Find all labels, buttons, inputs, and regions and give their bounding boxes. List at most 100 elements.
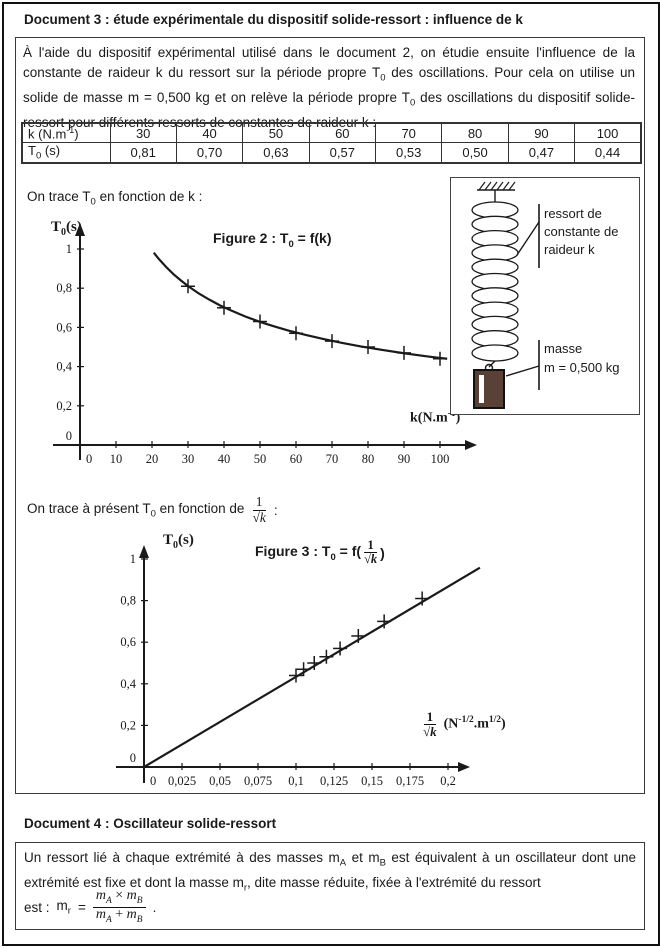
ceiling-hatch	[478, 181, 486, 191]
figure3-chart: 0 0,025 0,05 0,075 0,1 0,125 0,15 0,175 0,2 0 0,2 0…	[116, 545, 481, 788]
caption-text: On trace T	[27, 189, 91, 204]
figure2-chart: 0 10 20 30 40 50 60 70 80 90 100 0 0,2 0,4 0,6 0,8 1	[53, 223, 477, 466]
fraction-1-over-sqrtk: 1 √k	[249, 495, 268, 525]
formula-sub: r	[67, 905, 71, 917]
ressort-callout-line	[516, 221, 540, 256]
table-cell: 40	[175, 122, 244, 143]
fraction-denominator: √k	[252, 509, 266, 525]
mass-highlight	[479, 375, 484, 403]
spring-coil	[471, 287, 519, 305]
header-sub: 0	[35, 150, 42, 162]
table-cell: 0,81	[109, 141, 177, 164]
formula-sub: A	[105, 895, 112, 906]
table-cell: 80	[441, 122, 509, 143]
figure3-xlabel: 1 √k (N-1/2.m1/2)	[420, 710, 506, 738]
fraction-1-over-sqrtk: 1 √k	[420, 710, 440, 738]
ceiling-hatch	[496, 181, 504, 191]
formula-lhs: mr	[57, 898, 71, 917]
title-text: Figure 3 : T	[255, 542, 331, 559]
spring-coil	[471, 229, 519, 248]
x-tick-label: 30	[182, 452, 195, 466]
formula-sub: B	[136, 914, 143, 925]
label-line: masse	[544, 341, 583, 356]
x-tick-label: 60	[290, 452, 303, 466]
fraction-numerator: 1	[252, 495, 266, 511]
ylabel-text: (s)	[178, 532, 194, 548]
doc4-paragraph: Un ressort lié à chaque extrémité à des …	[24, 848, 636, 898]
ylabel-text: (s)	[66, 219, 82, 235]
spring-label-ressort: ressort de constante de raideur k	[544, 205, 618, 259]
title-text: = f(k)	[293, 230, 332, 246]
doc4-title-text: Document 4 : Oscillateur solide-ressort	[24, 816, 277, 831]
caption-text: On trace à présent T	[27, 500, 151, 516]
spring-coil	[471, 258, 519, 276]
doc3-title-text: Document 3 : étude expérimentale du disp…	[24, 12, 523, 27]
fraction-numerator: mA × mB	[92, 888, 146, 908]
operator: ×	[111, 888, 127, 903]
caption-text: On trace à présent T0 en fonction de	[27, 501, 244, 520]
y-tick-label: 0,8	[120, 594, 136, 608]
body-text: et m	[346, 850, 380, 865]
intro-text: des oscillations. Pour cela on utilise u…	[23, 64, 635, 105]
x-axis-arrow	[465, 440, 477, 450]
operator: +	[111, 906, 127, 922]
x-tick-label: 0,125	[320, 774, 348, 788]
y-tick-label: 0,4	[56, 360, 72, 374]
xlabel-text: k(N.m	[410, 410, 448, 426]
spring-coil	[471, 315, 519, 334]
table-cell: 100	[574, 122, 642, 143]
xlabel-text: )	[455, 410, 461, 426]
title-text: Figure 3 : T0 = f(	[255, 543, 361, 563]
reduced-mass-formula: est : mr = mA × mB mA + mB .	[24, 888, 156, 926]
spring-coil	[471, 272, 519, 291]
spring-coil	[471, 215, 519, 233]
xlabel-sup: -1/2	[458, 715, 474, 726]
spring-coil	[471, 244, 519, 262]
title-text: = f(	[335, 542, 362, 559]
table-cell: 60	[308, 122, 377, 143]
body-text: Un ressort lié à chaque extrémité à des …	[24, 850, 340, 865]
y-tick-label: 1	[66, 242, 72, 256]
caption-text: en fonction de k :	[95, 189, 203, 204]
x-tick-label: 0,025	[168, 774, 196, 788]
spring-coil	[471, 201, 519, 219]
caption-text: en fonction de	[155, 500, 245, 516]
x-tick-label: 0,15	[361, 774, 383, 788]
ceiling-hatch	[484, 181, 492, 191]
ylabel-text: T	[163, 532, 174, 548]
t0-subscript: 0	[380, 72, 386, 84]
t0-subscript: 0	[173, 540, 179, 551]
table-row-k: k (N.m-1) 30 40 50 60 70 80 90 100	[21, 122, 642, 143]
y-tick-label: 0,2	[56, 399, 72, 413]
formula-sub: B	[136, 895, 143, 906]
table-cell: 0,50	[441, 141, 509, 164]
table-row-t0: T0 (s) 0,81 0,70 0,63 0,57 0,53 0,50 0,4…	[21, 141, 642, 164]
table-cell: 0,47	[507, 141, 576, 164]
y-tick-label: 0	[66, 429, 72, 443]
formula-text: m	[56, 897, 68, 913]
equals-sign: =	[77, 899, 86, 915]
t0-subscript: 0	[288, 238, 294, 250]
fraction-numerator: 1	[364, 538, 377, 554]
x-tick-label: 50	[254, 452, 267, 466]
label-line: ressort de	[544, 206, 602, 221]
xlabel-units: (N-1/2.m1/2)	[444, 715, 506, 733]
header-text: T	[28, 143, 36, 158]
x-tick-label: 70	[326, 452, 339, 466]
table-cell: 0,53	[374, 141, 443, 164]
ylabel-text: T	[51, 219, 62, 235]
x-tick-label: 100	[431, 452, 450, 466]
t0-subscript: 0	[150, 508, 156, 520]
mb-subscript: B	[379, 857, 386, 869]
spring-coil	[471, 330, 519, 348]
figure3-title: Figure 3 : T0 = f( 1 √k )	[255, 538, 385, 566]
t0-subscript: 0	[61, 227, 67, 238]
table-cell: 50	[242, 122, 310, 143]
spring-coil	[471, 344, 519, 362]
fraction-denominator: mA + mB	[93, 906, 146, 926]
mr-subscript: r	[243, 882, 248, 894]
intro-text: À l'aide du dispositif expérimental util…	[23, 45, 635, 80]
header-text: )	[74, 126, 79, 142]
t0-subscript: 0	[90, 196, 96, 208]
